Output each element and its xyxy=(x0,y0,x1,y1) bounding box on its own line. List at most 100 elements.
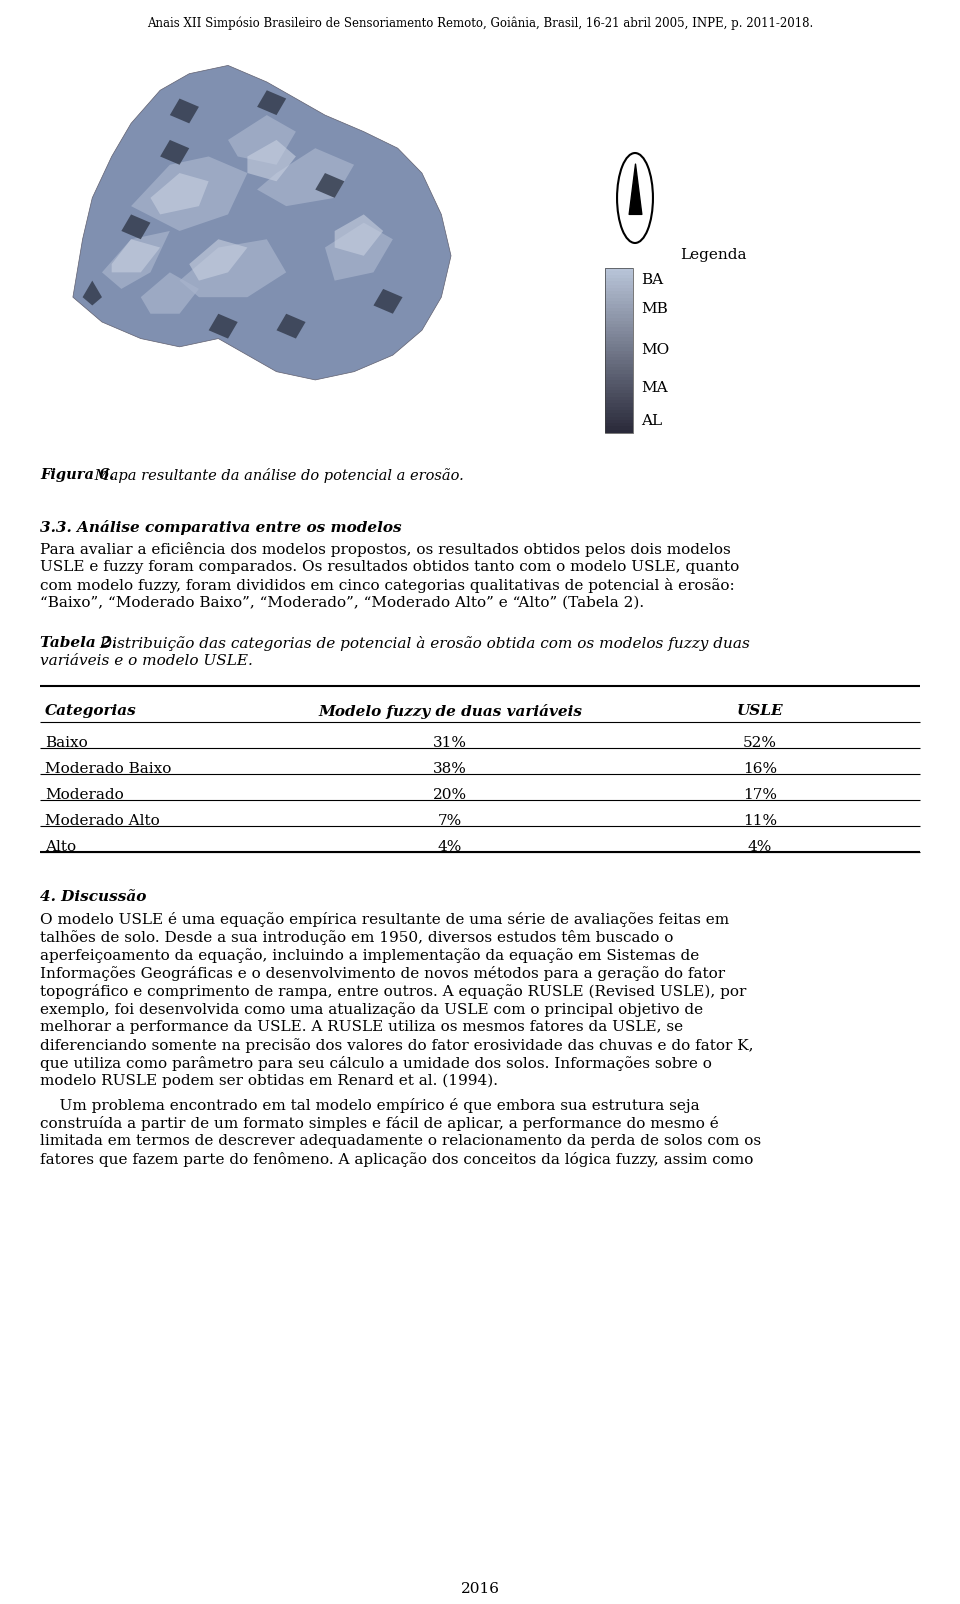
Bar xyxy=(605,298,633,302)
Bar xyxy=(605,351,633,354)
Bar xyxy=(605,302,633,305)
Text: 16%: 16% xyxy=(743,762,777,776)
Bar xyxy=(605,387,633,390)
Text: MA: MA xyxy=(641,382,667,396)
Bar xyxy=(605,364,633,367)
Text: BA: BA xyxy=(641,273,663,287)
Text: Tabela 2.: Tabela 2. xyxy=(40,637,117,650)
Bar xyxy=(605,337,633,340)
Bar xyxy=(605,377,633,380)
Text: exemplo, foi desenvolvida como uma atualização da USLE com o principal objetivo : exemplo, foi desenvolvida como uma atual… xyxy=(40,1002,703,1017)
Bar xyxy=(605,271,633,274)
Bar xyxy=(605,287,633,290)
Text: construída a partir de um formato simples e fácil de aplicar, a performance do m: construída a partir de um formato simple… xyxy=(40,1116,719,1131)
Bar xyxy=(605,393,633,396)
Text: 4%: 4% xyxy=(438,840,462,853)
Text: Modelo fuzzy de duas variáveis: Modelo fuzzy de duas variáveis xyxy=(318,704,582,719)
Text: 38%: 38% xyxy=(433,762,467,776)
Bar xyxy=(605,423,633,427)
Text: 31%: 31% xyxy=(433,736,467,751)
Text: topográfico e comprimento de rampa, entre outros. A equação RUSLE (Revised USLE): topográfico e comprimento de rampa, entr… xyxy=(40,983,746,999)
Text: Anais XII Simpósio Brasileiro de Sensoriamento Remoto, Goiânia, Brasil, 16-21 ab: Anais XII Simpósio Brasileiro de Sensori… xyxy=(147,16,813,29)
Bar xyxy=(605,305,633,308)
Text: Para avaliar a eficiência dos modelos propostos, os resultados obtidos pelos doi: Para avaliar a eficiência dos modelos pr… xyxy=(40,542,731,557)
Bar xyxy=(605,334,633,337)
Bar xyxy=(605,399,633,403)
Bar xyxy=(605,374,633,377)
Bar xyxy=(605,406,633,411)
Bar xyxy=(605,330,633,334)
Text: com modelo fuzzy, foram divididos em cinco categorias qualitativas de potencial : com modelo fuzzy, foram divididos em cin… xyxy=(40,577,734,593)
Text: Moderado: Moderado xyxy=(45,788,124,802)
Text: AL: AL xyxy=(641,414,662,428)
Text: Informações Geográficas e o desenvolvimento de novos métodos para a geração do f: Informações Geográficas e o desenvolvime… xyxy=(40,966,725,982)
Bar xyxy=(605,361,633,364)
Bar xyxy=(605,284,633,287)
Text: variáveis e o modelo USLE.: variáveis e o modelo USLE. xyxy=(40,654,252,667)
Text: Um problema encontrado em tal modelo empírico é que embora sua estrutura seja: Um problema encontrado em tal modelo emp… xyxy=(40,1099,700,1113)
Text: Moderado Alto: Moderado Alto xyxy=(45,813,159,828)
Text: USLE: USLE xyxy=(736,704,783,719)
Text: O modelo USLE é uma equação empírica resultante de uma série de avaliações feita: O modelo USLE é uma equação empírica res… xyxy=(40,913,730,927)
Bar xyxy=(605,295,633,298)
Text: Alto: Alto xyxy=(45,840,76,853)
Text: que utiliza como parâmetro para seu cálculo a umidade dos solos. Informações sob: que utiliza como parâmetro para seu cálc… xyxy=(40,1055,712,1071)
Bar xyxy=(605,367,633,371)
Text: 4. Discussão: 4. Discussão xyxy=(40,890,146,905)
Text: Figura 6.: Figura 6. xyxy=(40,468,114,481)
Bar xyxy=(605,311,633,314)
Text: Categorias: Categorias xyxy=(45,704,136,719)
Bar xyxy=(605,346,633,351)
Text: 11%: 11% xyxy=(743,813,777,828)
Text: Moderado Baixo: Moderado Baixo xyxy=(45,762,172,776)
Bar xyxy=(605,327,633,330)
Text: Legenda: Legenda xyxy=(680,249,747,261)
Bar xyxy=(605,314,633,318)
Text: modelo RUSLE podem ser obtidas em Renard et al. (1994).: modelo RUSLE podem ser obtidas em Renard… xyxy=(40,1075,498,1089)
Bar xyxy=(605,380,633,383)
Text: fatores que fazem parte do fenômeno. A aplicação dos conceitos da lógica fuzzy, : fatores que fazem parte do fenômeno. A a… xyxy=(40,1152,754,1168)
Text: MO: MO xyxy=(641,343,669,358)
Bar xyxy=(605,340,633,343)
Bar xyxy=(605,324,633,327)
Text: Mapa resultante da análise do potencial a erosão.: Mapa resultante da análise do potencial … xyxy=(90,468,464,483)
Text: 3.3. Análise comparativa entre os modelos: 3.3. Análise comparativa entre os modelo… xyxy=(40,520,401,536)
Bar xyxy=(605,308,633,311)
Text: 20%: 20% xyxy=(433,788,468,802)
Bar xyxy=(605,277,633,281)
Text: diferenciando somente na precisão dos valores do fator erosividade das chuvas e : diferenciando somente na precisão dos va… xyxy=(40,1038,754,1052)
Bar xyxy=(605,403,633,406)
Text: 17%: 17% xyxy=(743,788,777,802)
Text: 2016: 2016 xyxy=(461,1582,499,1596)
Text: Distribuição das categorias de potencial à erosão obtida com os modelos fuzzy du: Distribuição das categorias de potencial… xyxy=(95,637,750,651)
Text: aperfeiçoamento da equação, incluindo a implementação da equação em Sistemas de: aperfeiçoamento da equação, incluindo a … xyxy=(40,948,699,962)
Bar xyxy=(605,268,633,271)
Bar xyxy=(605,390,633,393)
Text: “Baixo”, “Moderado Baixo”, “Moderado”, “Moderado Alto” e “Alto” (Tabela 2).: “Baixo”, “Moderado Baixo”, “Moderado”, “… xyxy=(40,597,644,610)
Bar xyxy=(605,268,633,433)
Bar xyxy=(605,354,633,358)
Bar xyxy=(605,358,633,361)
Bar xyxy=(605,427,633,430)
Text: MB: MB xyxy=(641,302,668,316)
Text: 52%: 52% xyxy=(743,736,777,751)
Bar xyxy=(605,430,633,433)
Text: melhorar a performance da USLE. A RUSLE utiliza os mesmos fatores da USLE, se: melhorar a performance da USLE. A RUSLE … xyxy=(40,1020,684,1035)
Text: 7%: 7% xyxy=(438,813,462,828)
Bar xyxy=(605,383,633,387)
Bar xyxy=(605,411,633,414)
Text: 4%: 4% xyxy=(748,840,772,853)
Bar xyxy=(605,290,633,295)
Text: talhões de solo. Desde a sua introdução em 1950, diversos estudos têm buscado o: talhões de solo. Desde a sua introdução … xyxy=(40,930,673,945)
Bar xyxy=(605,281,633,284)
Bar xyxy=(605,274,633,277)
Bar xyxy=(605,414,633,417)
Bar xyxy=(605,396,633,399)
Bar xyxy=(605,371,633,374)
Text: limitada em termos de descrever adequadamente o relacionamento da perda de solos: limitada em termos de descrever adequada… xyxy=(40,1134,761,1148)
Bar xyxy=(605,417,633,420)
Text: USLE e fuzzy foram comparados. Os resultados obtidos tanto com o modelo USLE, qu: USLE e fuzzy foram comparados. Os result… xyxy=(40,560,739,574)
Bar xyxy=(605,318,633,321)
Bar xyxy=(605,321,633,324)
Bar xyxy=(605,420,633,423)
